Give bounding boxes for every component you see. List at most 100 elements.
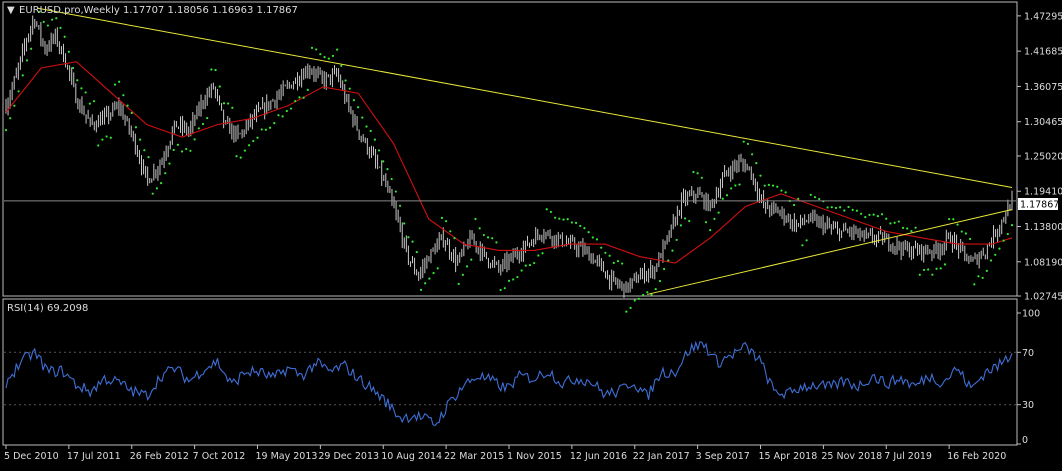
sar-dot bbox=[302, 96, 305, 99]
sar-dot bbox=[84, 91, 87, 94]
sar-dot bbox=[71, 66, 75, 70]
sar-dot bbox=[59, 26, 62, 29]
sar-dot bbox=[218, 85, 221, 88]
sar-dot bbox=[864, 215, 867, 219]
price-tick-label: 1.08190 bbox=[1024, 257, 1062, 268]
sar-dot bbox=[134, 126, 138, 129]
sar-dot bbox=[860, 212, 863, 215]
sar-dot bbox=[981, 276, 984, 279]
sar-dot bbox=[956, 223, 959, 226]
time-tick-label: 15 Apr 2018 bbox=[759, 451, 818, 462]
sar-dot bbox=[386, 168, 389, 171]
sar-dot bbox=[277, 114, 280, 117]
sar-dot bbox=[813, 196, 817, 199]
sar-dot bbox=[260, 128, 263, 131]
sar-dot bbox=[306, 88, 309, 92]
sar-dot bbox=[1002, 239, 1005, 242]
sar-dot bbox=[700, 176, 703, 179]
sar-dot bbox=[558, 217, 561, 220]
sar-dot bbox=[876, 215, 879, 218]
trendlines bbox=[37, 7, 1013, 295]
sar-dot bbox=[968, 237, 972, 241]
price-tick-label: 1.02745 bbox=[1024, 292, 1062, 303]
sar-dot bbox=[696, 172, 699, 175]
sar-dot bbox=[222, 102, 226, 105]
sar-dot bbox=[97, 144, 100, 147]
time-tick-label: 3 Sep 2017 bbox=[696, 451, 750, 462]
sar-dot bbox=[118, 80, 121, 83]
time-tick-label: 7 Jul 2019 bbox=[884, 451, 932, 462]
sar-dot bbox=[834, 206, 838, 210]
sar-dot bbox=[922, 268, 926, 272]
sar-dot bbox=[948, 217, 951, 221]
time-tick-label: 19 May 2013 bbox=[256, 451, 318, 462]
sar-dot bbox=[570, 221, 573, 224]
sar-dot bbox=[683, 217, 687, 220]
sar-dot bbox=[721, 197, 724, 200]
sar-dot bbox=[264, 128, 267, 131]
sar-dot bbox=[4, 129, 8, 132]
sar-dot bbox=[625, 310, 628, 313]
sar-dot bbox=[868, 213, 871, 216]
sar-dot bbox=[520, 269, 523, 272]
sar-dot bbox=[566, 218, 569, 221]
sar-dot bbox=[964, 232, 967, 235]
sar-dot bbox=[792, 203, 796, 207]
sar-dot bbox=[709, 229, 712, 232]
sar-dot bbox=[344, 79, 347, 82]
sar-dot bbox=[285, 109, 288, 113]
sar-dot bbox=[742, 140, 745, 143]
sar-dot bbox=[256, 136, 259, 139]
sar-dot bbox=[449, 230, 452, 233]
sar-dot bbox=[746, 142, 750, 145]
price-tick-label: 1.13800 bbox=[1024, 222, 1062, 233]
sar-dot bbox=[889, 222, 892, 225]
sar-dot bbox=[365, 125, 368, 128]
sar-dot bbox=[155, 187, 158, 190]
sar-dot bbox=[411, 240, 414, 243]
sar-dot bbox=[688, 219, 691, 223]
sar-dot bbox=[751, 153, 754, 156]
sar-dot bbox=[574, 221, 578, 224]
sar-dot bbox=[851, 208, 854, 211]
sar-dot bbox=[549, 210, 553, 214]
time-tick-label: 26 Feb 2012 bbox=[130, 451, 189, 462]
sar-dot bbox=[147, 156, 150, 159]
current-price-label: 1.17867 bbox=[1020, 200, 1059, 211]
sar-dot bbox=[281, 115, 284, 118]
symbol-marker-icon[interactable]: ▼ bbox=[7, 5, 15, 16]
sar-dot bbox=[470, 258, 473, 261]
current-price-tag: 1.17867 bbox=[1018, 198, 1059, 211]
sar-dot bbox=[478, 227, 481, 230]
sar-dot bbox=[25, 59, 29, 62]
sar-dot bbox=[239, 156, 242, 159]
sar-dot bbox=[357, 106, 360, 109]
sar-dot bbox=[382, 160, 385, 163]
parabolic-sar-dots bbox=[4, 10, 1014, 313]
sar-dot bbox=[595, 238, 599, 241]
sar-dot bbox=[931, 273, 934, 276]
sar-dot bbox=[126, 104, 129, 107]
sar-dot bbox=[998, 247, 1001, 250]
sar-dot bbox=[717, 211, 720, 214]
sar-dot bbox=[122, 94, 125, 97]
sar-dot bbox=[361, 116, 364, 119]
sar-dot bbox=[369, 129, 372, 133]
sar-dot bbox=[704, 221, 708, 224]
sar-dot bbox=[985, 269, 988, 272]
sar-dot bbox=[1010, 224, 1014, 227]
rsi-tick-label: 100 bbox=[1022, 309, 1040, 320]
sar-dot bbox=[730, 187, 733, 190]
sar-dot bbox=[939, 267, 942, 270]
sar-dot bbox=[42, 20, 45, 23]
time-tick-label: 1 Nov 2015 bbox=[507, 451, 562, 462]
sar-dot bbox=[390, 177, 393, 181]
sar-dot bbox=[771, 184, 775, 187]
sar-dot bbox=[579, 224, 582, 228]
sar-dot bbox=[805, 239, 808, 242]
sar-dot bbox=[642, 293, 645, 297]
sar-dot bbox=[637, 297, 641, 300]
sar-dot bbox=[377, 149, 381, 152]
sar-dot bbox=[516, 275, 519, 279]
sar-dot bbox=[457, 282, 460, 286]
